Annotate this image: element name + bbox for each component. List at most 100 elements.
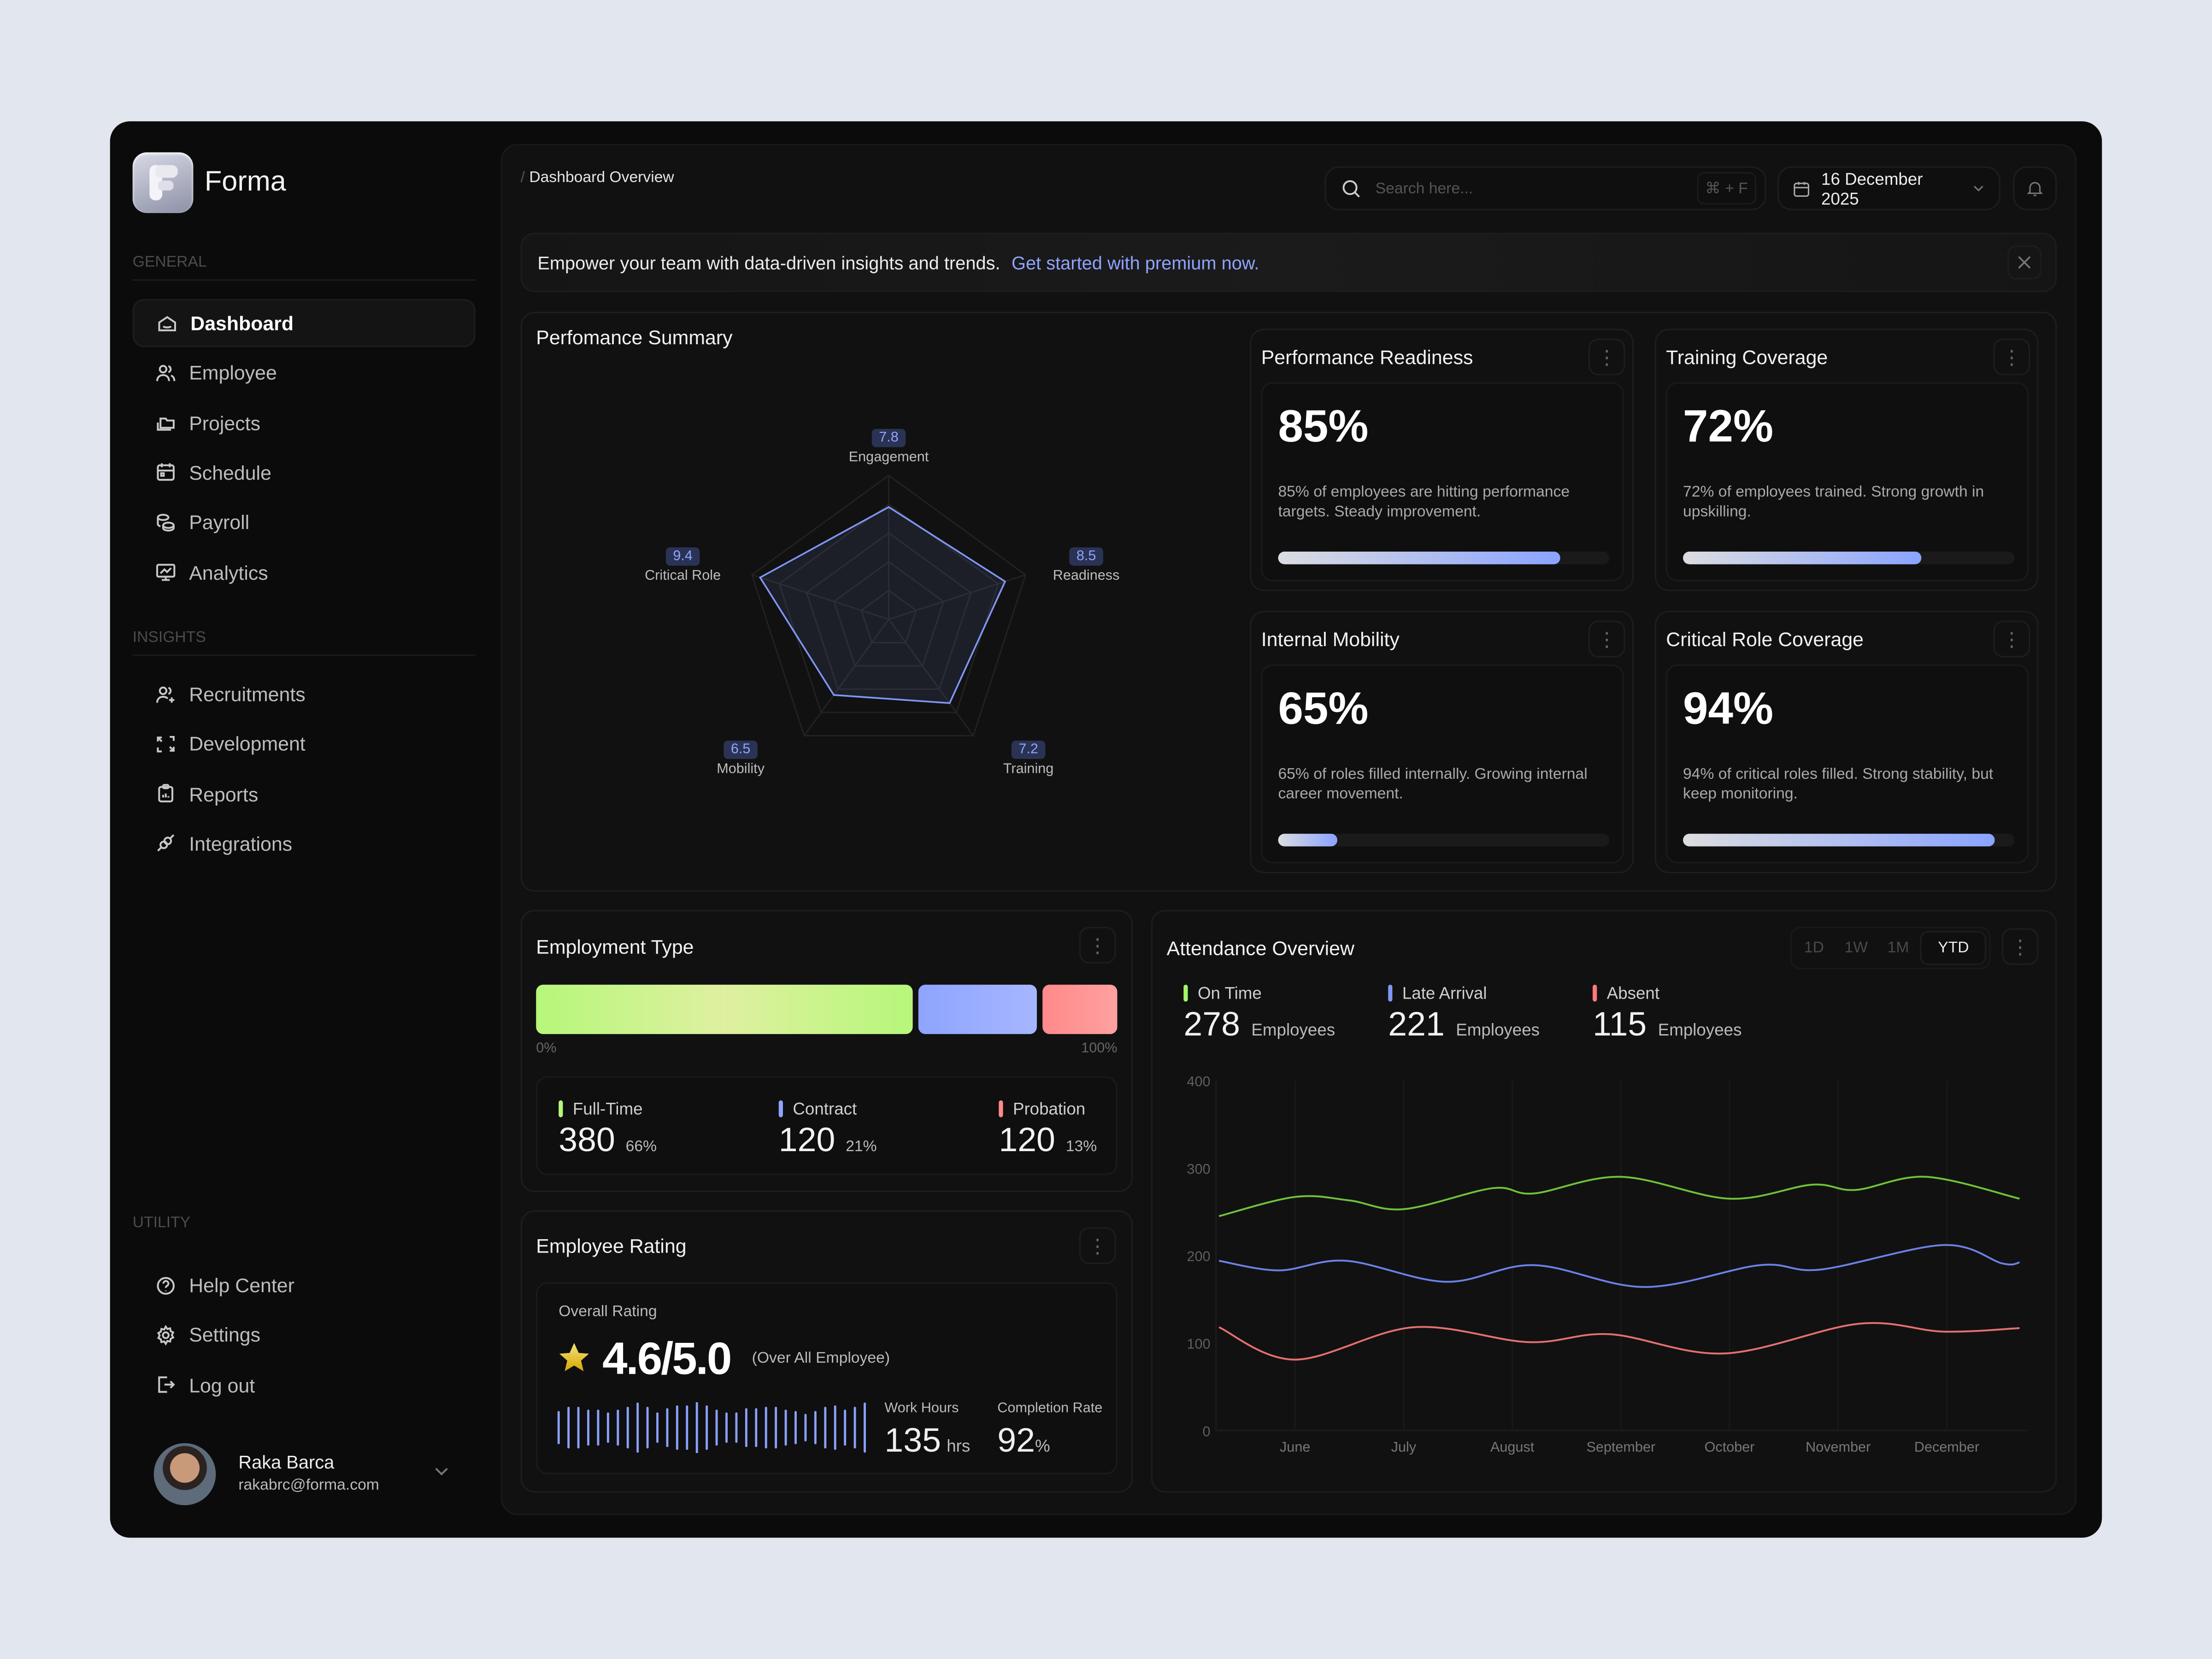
- more-options-button[interactable]: ⋮: [1079, 1227, 1116, 1264]
- sidebar-item-dashboard[interactable]: Dashboard: [132, 299, 476, 347]
- sidebar-item-label: Settings: [189, 1324, 261, 1347]
- legend-swatch: [1183, 984, 1188, 1002]
- work-hours-value: 135: [884, 1422, 941, 1460]
- kpi-value: 85%: [1278, 400, 1369, 452]
- sidebar-item-development[interactable]: Development: [133, 720, 476, 768]
- segment-contract[interactable]: [918, 984, 1038, 1034]
- sidebar-item-label: Recruitments: [189, 682, 306, 706]
- sidebar-item-projects[interactable]: Projects: [133, 399, 476, 447]
- breadcrumb-current[interactable]: Dashboard Overview: [529, 169, 674, 187]
- close-banner-button[interactable]: [2007, 245, 2041, 280]
- completion-rate-unit: %: [1035, 1436, 1050, 1456]
- radar-label: 9.4 Critical Role: [619, 547, 747, 584]
- monitor-chart-icon: [156, 564, 176, 581]
- kpi-body: 94% 94% of critical roles filled. Strong…: [1666, 664, 2029, 864]
- radar-label: 6.5 Mobility: [677, 741, 804, 777]
- radar-chart: [751, 474, 1027, 737]
- sidebar-item-payroll[interactable]: Payroll: [133, 498, 476, 546]
- more-options-button[interactable]: ⋮: [1588, 338, 1625, 376]
- attendance-overview-panel: [1151, 910, 2057, 1493]
- sidebar-item-analytics[interactable]: Analytics: [133, 548, 476, 596]
- stat-value: 380: [559, 1121, 615, 1160]
- x-tick-label: November: [1806, 1439, 1871, 1455]
- gear-icon: [157, 1324, 175, 1346]
- legend-swatch: [1593, 984, 1597, 1002]
- sidebar-item-log-out[interactable]: Log out: [133, 1361, 476, 1409]
- chevron-down-icon[interactable]: [433, 1461, 450, 1487]
- kpi-title: Internal Mobility: [1261, 628, 1400, 651]
- range-1w[interactable]: 1W: [1844, 939, 1868, 957]
- sidebar-item-settings[interactable]: Settings: [133, 1311, 476, 1359]
- app-name: Forma: [204, 166, 286, 198]
- kpi-description: 85% of employees are hitting performance…: [1278, 483, 1570, 521]
- avatar[interactable]: [153, 1443, 216, 1506]
- sidebar-item-integrations[interactable]: Integrations: [133, 819, 476, 867]
- series-line-late-arrival: [1218, 1244, 2020, 1288]
- radar-axis-line: [803, 618, 889, 736]
- kebab-icon: ⋮: [1597, 628, 1617, 651]
- employment-distribution-bar: [536, 984, 1118, 1034]
- range-1m[interactable]: 1M: [1887, 939, 1909, 957]
- breadcrumb: / Dashboard Overview: [521, 169, 674, 186]
- folders-icon: [157, 418, 175, 431]
- stat-unit: Employees: [1251, 1020, 1335, 1040]
- sidebar-item-label: Employee: [189, 361, 277, 384]
- overall-rating-label: Overall Rating: [559, 1303, 657, 1321]
- range-1d[interactable]: 1D: [1804, 939, 1824, 957]
- sidebar-item-label: Dashboard: [190, 312, 294, 335]
- more-options-button[interactable]: ⋮: [1993, 338, 2030, 376]
- sidebar-item-schedule[interactable]: Schedule: [133, 448, 476, 496]
- range-ytd[interactable]: YTD: [1920, 931, 1987, 965]
- banner-text: Empower your team with data-driven insig…: [537, 252, 1000, 273]
- search-placeholder: Search here...: [1375, 180, 1473, 197]
- radar-value-badge: 7.2: [1012, 741, 1046, 759]
- attendance-stat: On Time 278 Employees: [1183, 983, 1335, 1046]
- radar-axis-label: Readiness: [1053, 568, 1120, 584]
- help-circle-icon: [157, 1276, 175, 1294]
- breadcrumb-separator: /: [520, 169, 525, 187]
- date-picker[interactable]: 16 December 2025: [1777, 166, 2000, 211]
- attendance-stat: Late Arrival 221 Employees: [1388, 983, 1540, 1046]
- radar-axis-line: [888, 574, 1026, 620]
- sidebar-item-help-center[interactable]: Help Center: [133, 1261, 476, 1309]
- forma-logo: [132, 152, 194, 213]
- segment-probation[interactable]: [1043, 984, 1118, 1034]
- series-line-on-time: [1218, 1176, 2020, 1217]
- more-options-button[interactable]: ⋮: [1993, 620, 2030, 658]
- search-input[interactable]: Search here... ⌘ + F: [1324, 166, 1766, 211]
- x-tick-label: August: [1490, 1439, 1535, 1455]
- users-icon: [156, 365, 176, 381]
- radar-grid-ring: [751, 474, 1027, 737]
- more-options-button[interactable]: ⋮: [2001, 928, 2039, 965]
- date-value: 16 December 2025: [1821, 168, 1923, 208]
- more-options-button[interactable]: ⋮: [1588, 620, 1625, 658]
- premium-link[interactable]: Get started with premium now.: [1012, 252, 1259, 273]
- completion-rate: 92%: [997, 1422, 1050, 1462]
- kebab-icon: ⋮: [1088, 934, 1108, 957]
- kpi-body: 85% 85% of employees are hitting perform…: [1261, 382, 1624, 582]
- kpi-card-training-coverage: Training Coverage ⋮ 72% 72% of employees…: [1654, 329, 2039, 591]
- sidebar-item-reports[interactable]: Reports: [133, 770, 476, 818]
- close-icon: [2018, 256, 2031, 269]
- shortcut-hint: ⌘ + F: [1696, 172, 1757, 205]
- section-insights: INSIGHTS: [132, 629, 476, 656]
- logout-icon: [158, 1377, 175, 1393]
- work-hours-label: Work Hours: [884, 1400, 959, 1417]
- completion-rate-value: 92: [997, 1422, 1035, 1460]
- kpi-title: Critical Role Coverage: [1666, 628, 1864, 651]
- sidebar-item-recruitments[interactable]: Recruitments: [133, 670, 476, 718]
- segment-full-time[interactable]: [536, 984, 912, 1034]
- stat-unit: Employees: [1658, 1020, 1742, 1040]
- employment-stats: Full-Time 380 66% Contract 120 21% Proba…: [536, 1076, 1118, 1175]
- completion-rate-label: Completion Rate: [997, 1400, 1103, 1417]
- notifications-button[interactable]: [2013, 166, 2057, 211]
- home-icon: [158, 315, 176, 331]
- sidebar-item-employee[interactable]: Employee: [133, 349, 476, 397]
- kpi-value: 72%: [1683, 400, 1774, 452]
- more-options-button[interactable]: ⋮: [1079, 927, 1116, 964]
- stat-percent: 13%: [1065, 1138, 1097, 1156]
- employment-stat: Contract 120 21%: [778, 1099, 877, 1161]
- sidebar-item-label: Log out: [189, 1373, 255, 1396]
- radar-value-badge: 8.5: [1069, 547, 1103, 566]
- kpi-body: 65% 65% of roles filled internally. Grow…: [1261, 664, 1624, 864]
